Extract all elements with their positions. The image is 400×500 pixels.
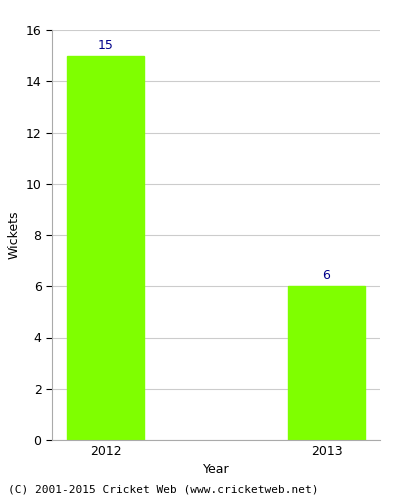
Bar [67,56,144,440]
X-axis label: Year: Year [203,464,229,476]
Text: 6: 6 [322,270,330,282]
Bar [288,286,365,440]
Y-axis label: Wickets: Wickets [7,211,20,259]
Text: 15: 15 [98,39,114,52]
Text: (C) 2001-2015 Cricket Web (www.cricketweb.net): (C) 2001-2015 Cricket Web (www.cricketwe… [8,485,318,495]
